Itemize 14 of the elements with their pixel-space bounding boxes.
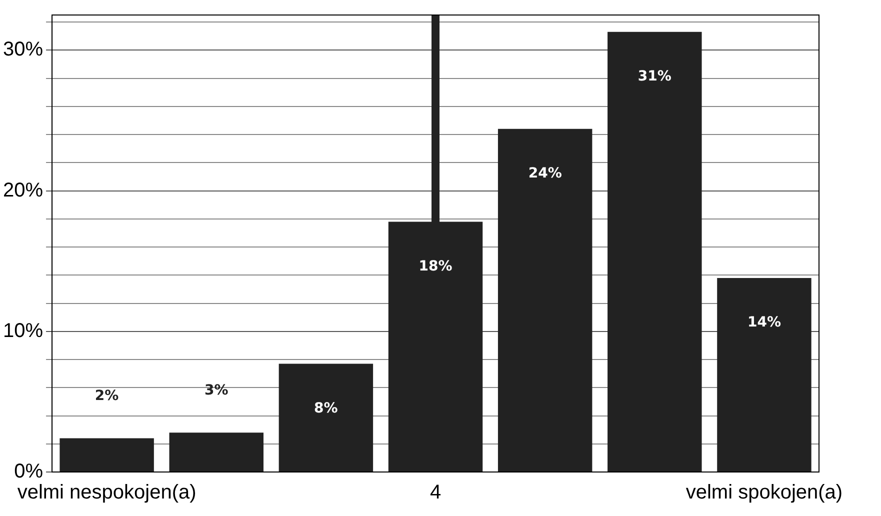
y-tick-label: 30% (3, 38, 44, 61)
data-label: 8% (314, 400, 338, 416)
data-label: 2% (94, 388, 119, 404)
data-label: 24% (528, 166, 562, 182)
x-tick-label: 4 (430, 482, 442, 504)
x-tick-label: velmi spokojen(a) (686, 482, 843, 504)
data-label: 18% (418, 258, 452, 274)
x-tick-label: velmi nespokojen(a) (17, 482, 196, 504)
y-tick-label: 0% (14, 460, 44, 483)
y-tick-label: 20% (3, 179, 44, 202)
data-label: 3% (204, 382, 228, 398)
data-label: 31% (638, 68, 672, 85)
y-tick-label: 10% (3, 320, 44, 342)
data-label: 14% (747, 314, 781, 331)
